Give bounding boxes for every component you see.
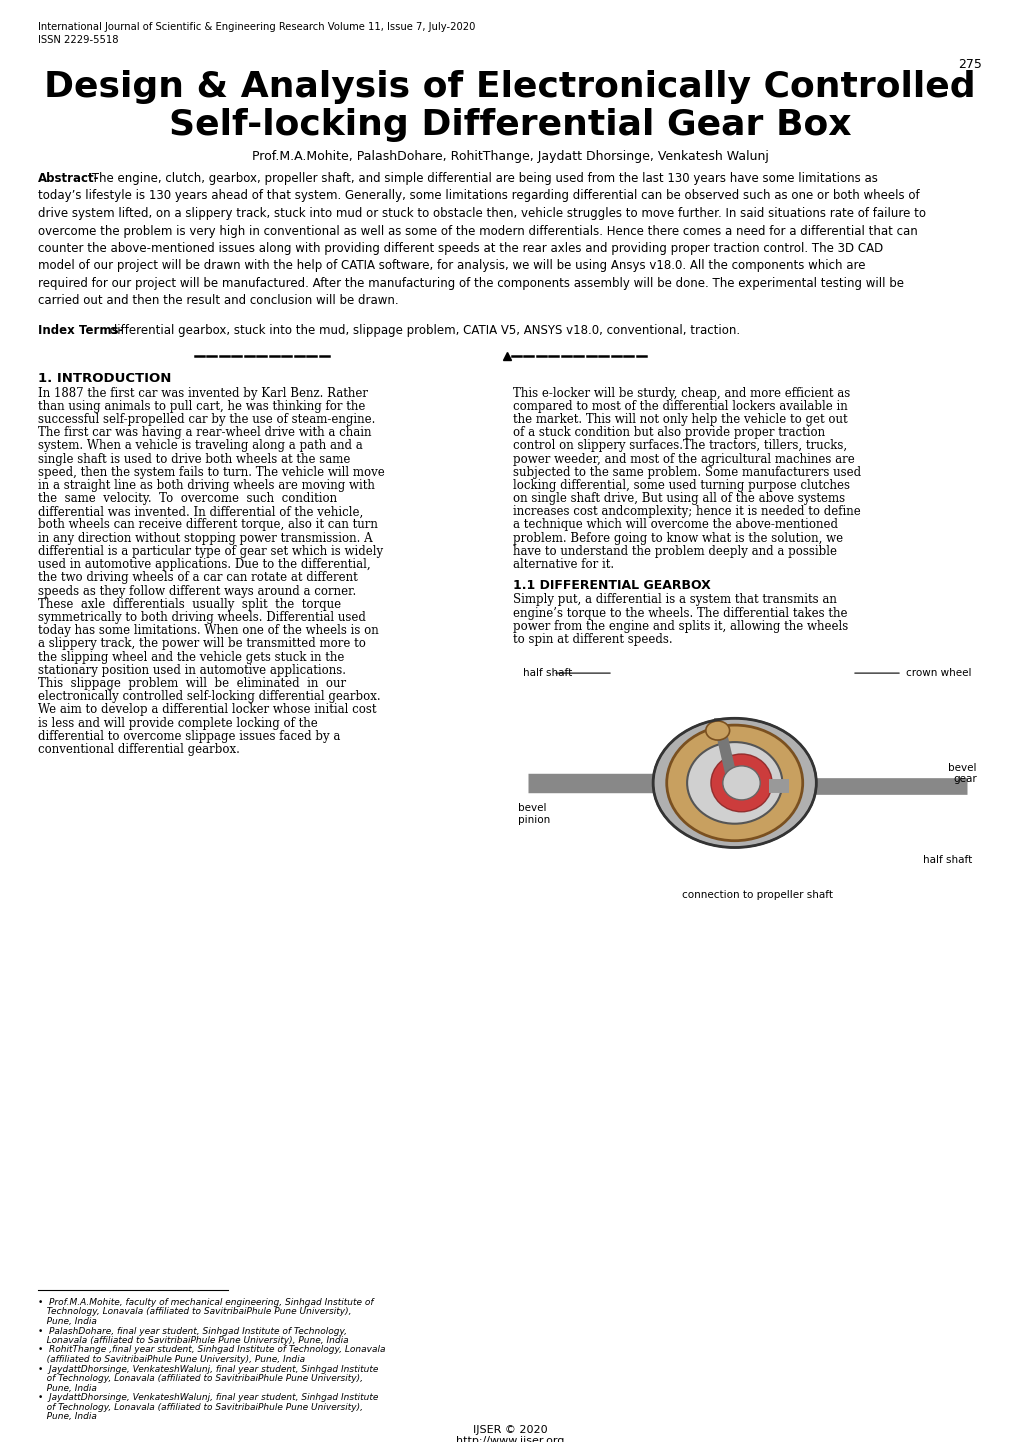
Text: a slippery track, the power will be transmitted more to: a slippery track, the power will be tran…	[38, 637, 366, 650]
Text: (affiliated to SavitribaiPhule Pune University), Pune, India: (affiliated to SavitribaiPhule Pune Univ…	[38, 1355, 305, 1364]
Text: both wheels can receive different torque, also it can turn: both wheels can receive different torque…	[38, 519, 377, 532]
Text: This e-locker will be sturdy, cheap, and more efficient as: This e-locker will be sturdy, cheap, and…	[513, 386, 850, 399]
Text: drive system lifted, on a slippery track, stuck into mud or stuck to obstacle th: drive system lifted, on a slippery track…	[38, 208, 925, 221]
Text: required for our project will be manufactured. After the manufacturing of the co: required for our project will be manufac…	[38, 277, 903, 290]
Text: symmetrically to both driving wheels. Differential used: symmetrically to both driving wheels. Di…	[38, 611, 366, 624]
Text: conventional differential gearbox.: conventional differential gearbox.	[38, 743, 239, 756]
Ellipse shape	[687, 743, 782, 823]
Text: connection to propeller shaft: connection to propeller shaft	[682, 890, 833, 900]
Text: crown wheel: crown wheel	[906, 668, 971, 678]
Text: of Technology, Lonavala (affiliated to SavitribaiPhule Pune University),: of Technology, Lonavala (affiliated to S…	[38, 1374, 363, 1383]
Text: today has some limitations. When one of the wheels is on: today has some limitations. When one of …	[38, 624, 378, 637]
Text: differential was invented. In differential of the vehicle,: differential was invented. In differenti…	[38, 505, 363, 518]
Text: the  same  velocity.  To  overcome  such  condition: the same velocity. To overcome such cond…	[38, 492, 337, 505]
Text: carried out and then the result and conclusion will be drawn.: carried out and then the result and conc…	[38, 294, 398, 307]
Text: a technique which will overcome the above-mentioned: a technique which will overcome the abov…	[513, 519, 838, 532]
Text: speed, then the system fails to turn. The vehicle will move: speed, then the system fails to turn. Th…	[38, 466, 384, 479]
Text: bevel
pinion: bevel pinion	[518, 803, 549, 825]
Text: half shaft: half shaft	[922, 855, 971, 865]
Text: system. When a vehicle is traveling along a path and a: system. When a vehicle is traveling alon…	[38, 440, 363, 453]
Text: 275: 275	[957, 58, 981, 71]
Text: We aim to develop a differential locker whose initial cost: We aim to develop a differential locker …	[38, 704, 376, 717]
Text: Design & Analysis of Electronically Controlled: Design & Analysis of Electronically Cont…	[44, 71, 975, 104]
Text: the market. This will not only help the vehicle to get out: the market. This will not only help the …	[513, 412, 847, 425]
Text: 1. INTRODUCTION: 1. INTRODUCTION	[38, 372, 171, 385]
Text: International Journal of Scientific & Engineering Research Volume 11, Issue 7, J: International Journal of Scientific & En…	[38, 22, 475, 32]
Ellipse shape	[722, 766, 759, 800]
Text: subjected to the same problem. Some manufacturers used: subjected to the same problem. Some manu…	[513, 466, 860, 479]
Text: than using animals to pull cart, he was thinking for the: than using animals to pull cart, he was …	[38, 399, 365, 412]
Text: of Technology, Lonavala (affiliated to SavitribaiPhule Pune University),: of Technology, Lonavala (affiliated to S…	[38, 1403, 363, 1412]
Text: used in automotive applications. Due to the differential,: used in automotive applications. Due to …	[38, 558, 370, 571]
Text: Prof.M.A.Mohite, PalashDohare, RohitThange, Jaydatt Dhorsinge, Venkatesh Walunj: Prof.M.A.Mohite, PalashDohare, RohitThan…	[252, 150, 767, 163]
Text: stationary position used in automotive applications.: stationary position used in automotive a…	[38, 663, 345, 676]
Text: IJSER © 2020: IJSER © 2020	[472, 1425, 547, 1435]
Text: single shaft is used to drive both wheels at the same: single shaft is used to drive both wheel…	[38, 453, 351, 466]
Text: on single shaft drive, But using all of the above systems: on single shaft drive, But using all of …	[513, 492, 845, 505]
Text: Lonavala (affiliated to SavitribaiPhule Pune University), Pune, India: Lonavala (affiliated to SavitribaiPhule …	[38, 1335, 348, 1345]
Text: In 1887 the first car was invented by Karl Benz. Rather: In 1887 the first car was invented by Ka…	[38, 386, 368, 399]
Text: Pune, India: Pune, India	[38, 1317, 97, 1327]
Ellipse shape	[666, 725, 802, 841]
Ellipse shape	[710, 754, 771, 812]
Text: Pune, India: Pune, India	[38, 1412, 97, 1420]
Text: •  JaydattDhorsinge, VenkateshWalunj, final year student, Sinhgad Institute: • JaydattDhorsinge, VenkateshWalunj, fin…	[38, 1393, 378, 1402]
Text: The engine, clutch, gearbox, propeller shaft, and simple differential are being : The engine, clutch, gearbox, propeller s…	[88, 172, 877, 185]
Text: 1.1 DIFFERENTIAL GEARBOX: 1.1 DIFFERENTIAL GEARBOX	[513, 580, 710, 593]
Text: locking differential, some used turning purpose clutches: locking differential, some used turning …	[513, 479, 849, 492]
Text: Self-locking Differential Gear Box: Self-locking Differential Gear Box	[168, 108, 851, 141]
Text: Abstract-: Abstract-	[38, 172, 100, 185]
Text: power from the engine and splits it, allowing the wheels: power from the engine and splits it, all…	[513, 620, 848, 633]
Text: The first car was having a rear-wheel drive with a chain: The first car was having a rear-wheel dr…	[38, 425, 371, 440]
Ellipse shape	[705, 721, 729, 740]
Text: in a straight line as both driving wheels are moving with: in a straight line as both driving wheel…	[38, 479, 375, 492]
Text: the slipping wheel and the vehicle gets stuck in the: the slipping wheel and the vehicle gets …	[38, 650, 344, 663]
Text: engine’s torque to the wheels. The differential takes the: engine’s torque to the wheels. The diffe…	[513, 607, 847, 620]
Text: Technology, Lonavala (affiliated to SavitribaiPhule Pune University),: Technology, Lonavala (affiliated to Savi…	[38, 1308, 352, 1317]
Text: compared to most of the differential lockers available in: compared to most of the differential loc…	[513, 399, 847, 412]
Text: in any direction without stopping power transmission. A: in any direction without stopping power …	[38, 532, 372, 545]
Text: •  RohitThange ,final year student, Sinhgad Institute of Technology, Lonavala: • RohitThange ,final year student, Sinhg…	[38, 1345, 385, 1354]
Text: ISSN 2229-5518: ISSN 2229-5518	[38, 35, 118, 45]
Text: problem. Before going to know what is the solution, we: problem. Before going to know what is th…	[513, 532, 843, 545]
Text: differential is a particular type of gear set which is widely: differential is a particular type of gea…	[38, 545, 383, 558]
Text: Simply put, a differential is a system that transmits an: Simply put, a differential is a system t…	[513, 593, 836, 606]
Text: These  axle  differentials  usually  split  the  torque: These axle differentials usually split t…	[38, 597, 340, 611]
Text: model of our project will be drawn with the help of CATIA software, for analysis: model of our project will be drawn with …	[38, 260, 865, 273]
Text: is less and will provide complete locking of the: is less and will provide complete lockin…	[38, 717, 318, 730]
Text: Index Terms-: Index Terms-	[38, 324, 123, 337]
Text: •  PalashDohare, final year student, Sinhgad Institute of Technology,: • PalashDohare, final year student, Sinh…	[38, 1327, 346, 1335]
Text: control on slippery surfaces.The tractors, tillers, trucks,: control on slippery surfaces.The tractor…	[513, 440, 847, 453]
Text: successful self-propelled car by the use of steam-engine.: successful self-propelled car by the use…	[38, 412, 375, 425]
Text: to spin at different speeds.: to spin at different speeds.	[513, 633, 672, 646]
Text: half shaft: half shaft	[523, 668, 572, 678]
Text: Pune, India: Pune, India	[38, 1383, 97, 1393]
Text: alternative for it.: alternative for it.	[513, 558, 613, 571]
Text: speeds as they follow different ways around a corner.: speeds as they follow different ways aro…	[38, 584, 356, 597]
Text: today’s lifestyle is 130 years ahead of that system. Generally, some limitations: today’s lifestyle is 130 years ahead of …	[38, 189, 919, 202]
Bar	[513, 658, 981, 898]
Text: have to understand the problem deeply and a possible: have to understand the problem deeply an…	[513, 545, 837, 558]
Text: counter the above-mentioned issues along with providing different speeds at the : counter the above-mentioned issues along…	[38, 242, 882, 255]
Text: of a stuck condition but also provide proper traction: of a stuck condition but also provide pr…	[513, 425, 824, 440]
Text: This  slippage  problem  will  be  eliminated  in  our: This slippage problem will be eliminated…	[38, 676, 345, 689]
Text: electronically controlled self-locking differential gearbox.: electronically controlled self-locking d…	[38, 691, 380, 704]
Text: bevel
gear: bevel gear	[948, 763, 976, 784]
Text: •  Prof.M.A.Mohite, faculty of mechanical engineering, Sinhgad Institute of: • Prof.M.A.Mohite, faculty of mechanical…	[38, 1298, 373, 1306]
Text: differential gearbox, stuck into the mud, slippage problem, CATIA V5, ANSYS v18.: differential gearbox, stuck into the mud…	[106, 324, 740, 337]
Ellipse shape	[652, 718, 815, 848]
Text: increases cost andcomplexity; hence it is needed to define: increases cost andcomplexity; hence it i…	[513, 505, 860, 518]
Text: differential to overcome slippage issues faced by a: differential to overcome slippage issues…	[38, 730, 340, 743]
Text: •  JaydattDhorsinge, VenkateshWalunj, final year student, Sinhgad Institute: • JaydattDhorsinge, VenkateshWalunj, fin…	[38, 1364, 378, 1373]
Text: overcome the problem is very high in conventional as well as some of the modern : overcome the problem is very high in con…	[38, 225, 917, 238]
Text: the two driving wheels of a car can rotate at different: the two driving wheels of a car can rota…	[38, 571, 358, 584]
Text: http://www.ijser.org: http://www.ijser.org	[455, 1436, 564, 1442]
Text: power weeder, and most of the agricultural machines are: power weeder, and most of the agricultur…	[513, 453, 854, 466]
